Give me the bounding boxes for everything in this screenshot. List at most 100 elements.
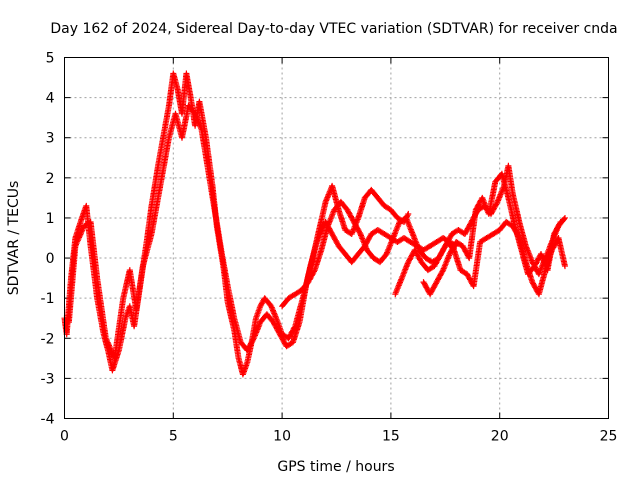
data-points bbox=[61, 70, 568, 378]
marker-run bbox=[185, 102, 198, 116]
marker-run bbox=[522, 243, 535, 264]
marker-run bbox=[355, 196, 368, 221]
marker-run bbox=[555, 235, 568, 268]
y-tick-label: 1 bbox=[46, 211, 55, 227]
marker-run bbox=[139, 232, 155, 270]
marker-run bbox=[296, 284, 309, 326]
marker-run bbox=[409, 231, 422, 252]
marker-run bbox=[148, 184, 163, 237]
y-tick-label: 5 bbox=[46, 51, 55, 67]
marker-run bbox=[494, 184, 507, 205]
marker-run bbox=[503, 219, 515, 229]
marker-run bbox=[374, 227, 387, 237]
marker-run bbox=[324, 208, 337, 229]
marker-run bbox=[65, 244, 79, 326]
marker-run bbox=[390, 220, 402, 241]
marker-run bbox=[525, 264, 537, 278]
marker-run bbox=[157, 136, 172, 189]
marker-run bbox=[94, 275, 109, 340]
marker-run bbox=[72, 216, 85, 241]
plot-frame bbox=[64, 57, 609, 419]
marker-run bbox=[396, 215, 408, 225]
marker-run bbox=[381, 231, 393, 241]
marker-run bbox=[381, 202, 393, 213]
marker-run bbox=[364, 247, 376, 260]
marker-run bbox=[544, 232, 557, 274]
marker-run bbox=[374, 194, 387, 208]
marker-run bbox=[342, 227, 354, 237]
chart-title: Day 162 of 2024, Sidereal Day-to-day VTE… bbox=[50, 21, 617, 37]
marker-run bbox=[159, 104, 172, 145]
marker-run bbox=[483, 231, 495, 241]
marker-run bbox=[205, 166, 218, 212]
marker-run bbox=[485, 180, 498, 217]
marker-run bbox=[231, 327, 242, 360]
marker-run bbox=[335, 243, 348, 256]
marker-run bbox=[453, 239, 465, 249]
marker-run bbox=[350, 219, 363, 236]
marker-point bbox=[561, 214, 568, 221]
series-track-e bbox=[420, 170, 564, 298]
marker-run bbox=[424, 263, 437, 274]
marker-run bbox=[427, 239, 439, 249]
x-tick-label: 0 bbox=[60, 429, 69, 445]
marker-run bbox=[392, 276, 405, 298]
x-tick-label: 15 bbox=[382, 429, 400, 445]
y-axis-label: SDTVAR / TECUs bbox=[6, 181, 22, 296]
marker-run bbox=[411, 247, 424, 264]
marker-run bbox=[144, 204, 155, 241]
x-tick-label: 10 bbox=[273, 429, 291, 445]
marker-run bbox=[218, 247, 231, 288]
marker-run bbox=[433, 268, 446, 286]
marker-run bbox=[377, 252, 389, 266]
marker-run bbox=[211, 206, 224, 252]
marker-run bbox=[329, 231, 341, 248]
marker-run bbox=[398, 260, 411, 282]
y-tick-label: -4 bbox=[41, 412, 55, 428]
marker-run bbox=[420, 243, 432, 253]
marker-point bbox=[557, 218, 564, 225]
marker-run bbox=[357, 231, 370, 252]
x-tick-label: 25 bbox=[600, 429, 618, 445]
marker-run bbox=[457, 267, 469, 277]
marker-run bbox=[316, 200, 329, 233]
y-tick-label: 2 bbox=[46, 171, 55, 187]
marker-run bbox=[244, 336, 257, 354]
marker-run bbox=[309, 228, 322, 262]
x-axis-label: GPS time / hours bbox=[277, 459, 394, 475]
marker-run bbox=[461, 220, 474, 237]
marker-run bbox=[337, 198, 350, 212]
marker-run bbox=[383, 236, 396, 257]
marker-run bbox=[179, 104, 192, 141]
x-tick-label: 5 bbox=[169, 429, 178, 445]
marker-run bbox=[498, 170, 511, 200]
y-tick-label: 3 bbox=[46, 131, 55, 147]
marker-run bbox=[285, 324, 298, 342]
marker-run bbox=[111, 296, 126, 362]
marker-run bbox=[72, 224, 87, 249]
marker-run bbox=[368, 186, 380, 200]
marker-run bbox=[263, 311, 276, 325]
marker-run bbox=[298, 280, 311, 294]
series-track-d bbox=[392, 219, 568, 298]
grid-lines bbox=[64, 57, 609, 419]
marker-run bbox=[466, 208, 479, 262]
marker-run bbox=[311, 248, 324, 274]
marker-run bbox=[283, 340, 295, 350]
y-tick-label: -1 bbox=[41, 291, 55, 307]
y-tick-label: 4 bbox=[46, 91, 55, 107]
x-tick-labels: 0 5 10 15 20 25 bbox=[60, 429, 617, 445]
marker-run bbox=[279, 296, 291, 310]
marker-run bbox=[505, 162, 516, 196]
marker-run bbox=[518, 247, 531, 276]
x-tick-label: 20 bbox=[491, 429, 509, 445]
marker-run bbox=[431, 252, 444, 270]
marker-run bbox=[250, 320, 263, 342]
marker-run bbox=[292, 287, 304, 298]
marker-point bbox=[405, 210, 412, 217]
marker-run bbox=[192, 110, 204, 132]
marker-run bbox=[335, 206, 348, 232]
marker-run bbox=[470, 240, 483, 290]
marker-run bbox=[318, 224, 331, 253]
